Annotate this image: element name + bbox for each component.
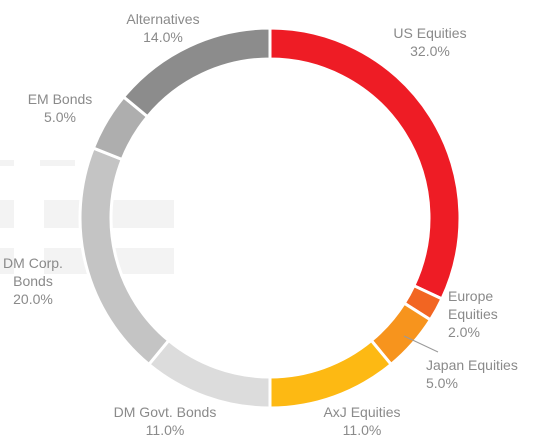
leader-line-japan-equities	[403, 335, 439, 353]
label-axj-equities: AxJ Equities 11.0%	[323, 404, 400, 438]
slice-axj-equities	[268, 338, 394, 410]
label-japan-equities: Japan Equities 5.0%	[426, 357, 518, 391]
label-dm-govt-bonds: DM Govt. Bonds 11.0%	[114, 404, 217, 438]
label-us-equities: US Equities 32.0%	[393, 25, 466, 59]
slice-alternatives	[121, 26, 272, 119]
slice-dm-govt-bonds	[146, 338, 272, 410]
label-alternatives: Alternatives 14.0%	[126, 11, 199, 45]
label-europe-equities: Europe Equities 2.0%	[448, 288, 498, 340]
label-em-bonds: EM Bonds 5.0%	[28, 91, 93, 125]
label-dm-corp-bonds: DM Corp. Bonds 20.0%	[3, 255, 63, 307]
slice-us-equities	[268, 26, 462, 301]
